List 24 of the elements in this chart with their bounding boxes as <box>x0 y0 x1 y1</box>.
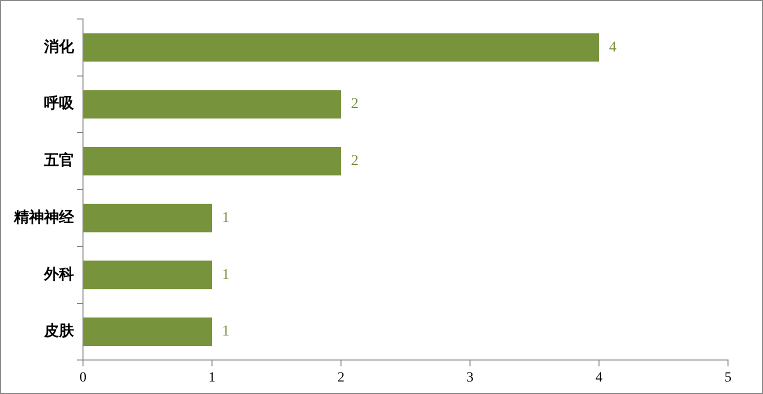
x-tick-label: 2 <box>338 370 344 386</box>
data-label: 1 <box>222 210 230 226</box>
bar <box>84 90 341 119</box>
bar <box>84 260 212 290</box>
y-tick-label: 五官 <box>43 151 74 170</box>
x-tick-label: 0 <box>80 370 86 386</box>
bar <box>84 318 212 346</box>
x-tick-label: 1 <box>208 370 216 386</box>
y-tick-label: 外科 <box>43 266 74 283</box>
x-tick-label: 3 <box>466 370 474 386</box>
x-tick-label: 5 <box>724 370 732 386</box>
data-label: 1 <box>222 266 230 283</box>
y-tick-label: 精神神经 <box>13 208 75 226</box>
y-tick-label: 消化 <box>43 38 75 56</box>
y-tick-label: 皮肤 <box>43 322 75 340</box>
bar <box>84 204 212 232</box>
bar <box>84 33 599 62</box>
data-label: 4 <box>609 39 617 56</box>
data-label: 2 <box>351 96 358 112</box>
bar <box>84 146 341 176</box>
data-label: 1 <box>222 324 230 340</box>
x-tick-label: 4 <box>596 370 602 386</box>
y-tick-label: 呼吸 <box>44 95 75 112</box>
data-label: 2 <box>351 153 358 170</box>
